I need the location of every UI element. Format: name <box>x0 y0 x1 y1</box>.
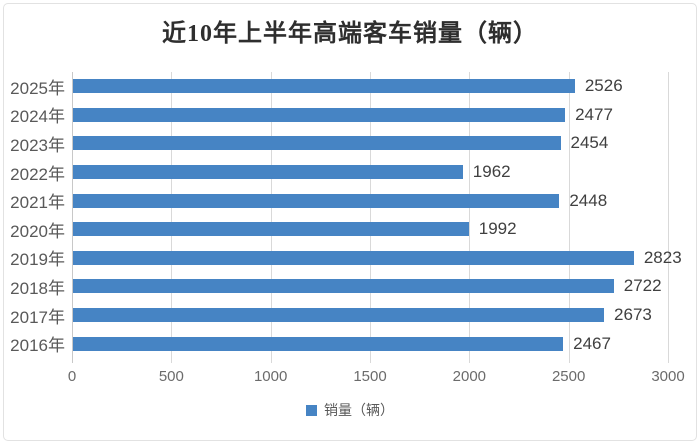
x-axis-tick-label: 0 <box>67 368 77 385</box>
y-axis-category-label: 2020年 <box>10 221 65 241</box>
y-axis-line <box>72 72 73 363</box>
y-axis-category-label: 2025年 <box>10 78 65 98</box>
y-axis-category-label: 2023年 <box>10 135 65 155</box>
bar-row: 2024年 2477 <box>10 101 668 130</box>
x-axis-tick-label: 1500 <box>353 368 387 385</box>
chart-title: 近10年上半年高端客车销量（辆） <box>162 21 538 47</box>
gridline <box>270 72 272 363</box>
x-axis-tick-label: 500 <box>158 368 184 385</box>
bar <box>73 136 561 151</box>
y-axis-category-label: 2021年 <box>10 193 65 213</box>
gridline <box>668 72 669 363</box>
y-axis-category-label: 2016年 <box>10 336 65 356</box>
value-label: 2673 <box>614 305 652 325</box>
value-label: 2823 <box>643 247 682 267</box>
x-axis-tick-label: 2000 <box>452 368 487 385</box>
x-axis-tick-label: 2500 <box>551 368 586 385</box>
bar-row: 2016年 2467 <box>10 329 668 358</box>
value-label: 2477 <box>575 104 613 124</box>
bar-row: 2017年 2673 <box>10 301 668 330</box>
plot-area: 0 500 1000 1500 2000 2500 3000 2025年 2526 2024年 24… <box>10 72 685 385</box>
bar-row: 2025年 2526 <box>10 72 668 101</box>
y-axis-category-label: 2022年 <box>10 164 65 184</box>
bar <box>73 79 575 94</box>
gridline <box>568 72 570 363</box>
bar-row: 2019年 2823 <box>10 244 681 273</box>
bar-row: 2022年 1962 <box>10 158 668 187</box>
y-axis-category-label: 2017年 <box>10 307 65 327</box>
bar <box>73 279 614 294</box>
y-axis-category-label: 2019年 <box>10 250 65 270</box>
bar-row: 2020年 1992 <box>10 215 668 244</box>
bar <box>73 165 463 180</box>
value-label: 1992 <box>478 219 517 239</box>
x-axis-tick-label: 3000 <box>651 368 685 385</box>
y-axis-category-label: 2018年 <box>10 278 65 298</box>
gridline <box>469 72 471 363</box>
value-label: 2526 <box>584 76 623 96</box>
value-label: 2454 <box>570 133 609 153</box>
value-label: 2448 <box>569 190 608 210</box>
bar <box>73 250 634 265</box>
legend-label: 销量（辆） <box>324 402 394 418</box>
bar <box>73 193 560 208</box>
legend: 销量（辆） <box>0 401 700 419</box>
gridline <box>171 72 173 363</box>
x-axis-tick-label: 1000 <box>253 368 288 385</box>
bar <box>73 336 564 351</box>
bar-row: 2023年 2454 <box>10 129 668 158</box>
bar-row: 2018年 2722 <box>10 272 668 301</box>
bar <box>73 222 469 237</box>
y-axis-category-label: 2024年 <box>10 107 65 127</box>
gridline <box>370 72 371 363</box>
value-label: 2722 <box>623 276 662 296</box>
value-label: 1962 <box>472 162 511 182</box>
bar <box>73 308 605 323</box>
legend-swatch-icon <box>306 404 317 416</box>
value-label: 2467 <box>573 333 611 353</box>
bar <box>73 107 566 122</box>
bar-row: 2021年 2448 <box>10 186 668 215</box>
